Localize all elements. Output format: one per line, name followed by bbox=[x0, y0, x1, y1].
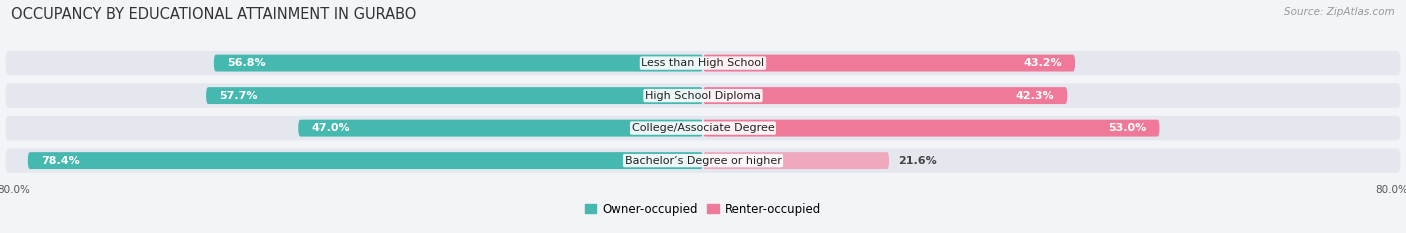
Text: High School Diploma: High School Diploma bbox=[645, 91, 761, 101]
FancyBboxPatch shape bbox=[6, 148, 1400, 173]
Text: Less than High School: Less than High School bbox=[641, 58, 765, 68]
Text: Source: ZipAtlas.com: Source: ZipAtlas.com bbox=[1284, 7, 1395, 17]
FancyBboxPatch shape bbox=[207, 87, 703, 104]
FancyBboxPatch shape bbox=[6, 116, 1400, 140]
FancyBboxPatch shape bbox=[703, 120, 1160, 137]
FancyBboxPatch shape bbox=[703, 55, 1076, 72]
Legend: Owner-occupied, Renter-occupied: Owner-occupied, Renter-occupied bbox=[579, 198, 827, 221]
Text: 42.3%: 42.3% bbox=[1015, 91, 1054, 101]
Text: 53.0%: 53.0% bbox=[1108, 123, 1146, 133]
Text: 21.6%: 21.6% bbox=[897, 156, 936, 166]
Text: 57.7%: 57.7% bbox=[219, 91, 257, 101]
Text: OCCUPANCY BY EDUCATIONAL ATTAINMENT IN GURABO: OCCUPANCY BY EDUCATIONAL ATTAINMENT IN G… bbox=[11, 7, 416, 22]
Text: 43.2%: 43.2% bbox=[1024, 58, 1062, 68]
FancyBboxPatch shape bbox=[703, 87, 1067, 104]
Text: 78.4%: 78.4% bbox=[41, 156, 80, 166]
Text: 56.8%: 56.8% bbox=[226, 58, 266, 68]
FancyBboxPatch shape bbox=[6, 83, 1400, 108]
FancyBboxPatch shape bbox=[298, 120, 703, 137]
FancyBboxPatch shape bbox=[214, 55, 703, 72]
Text: 47.0%: 47.0% bbox=[311, 123, 350, 133]
FancyBboxPatch shape bbox=[28, 152, 703, 169]
Text: College/Associate Degree: College/Associate Degree bbox=[631, 123, 775, 133]
Text: Bachelor’s Degree or higher: Bachelor’s Degree or higher bbox=[624, 156, 782, 166]
FancyBboxPatch shape bbox=[6, 51, 1400, 75]
FancyBboxPatch shape bbox=[703, 152, 889, 169]
